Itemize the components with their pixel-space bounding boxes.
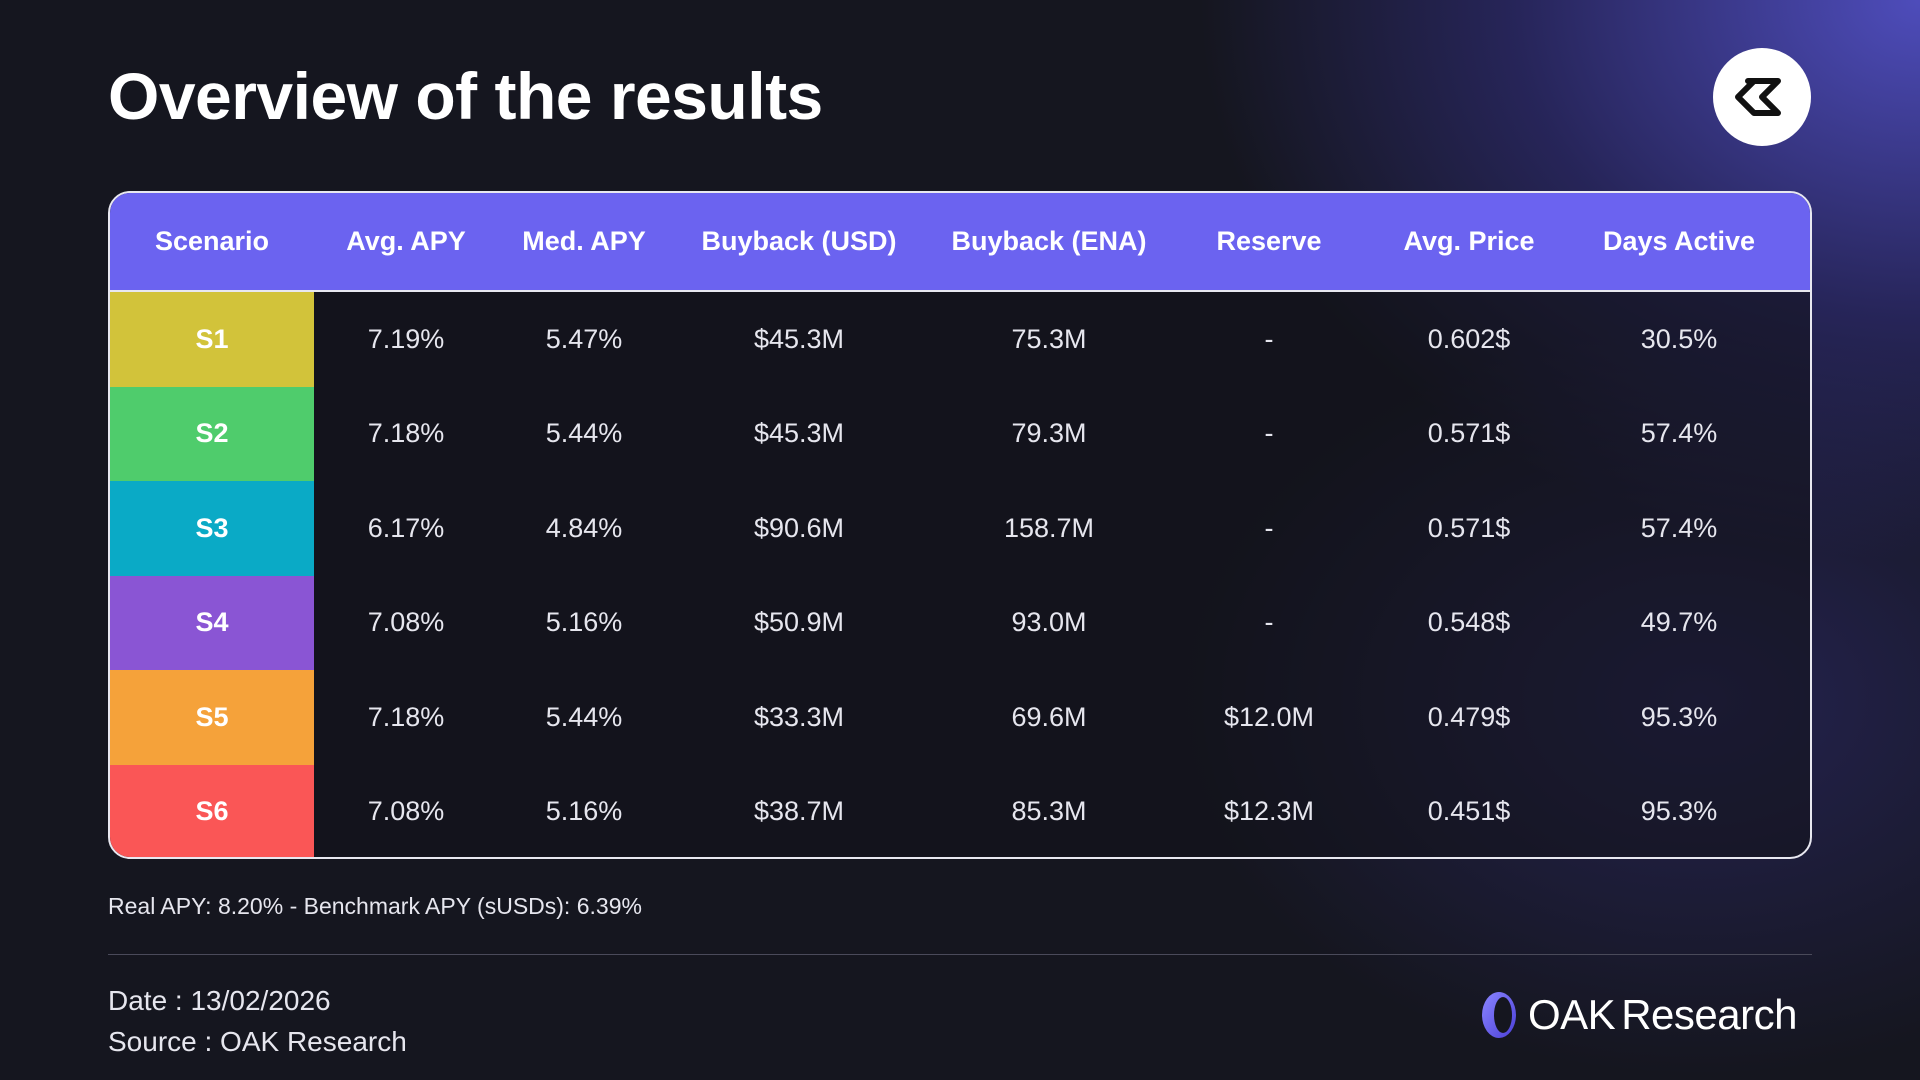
- sigma-diamond-icon: [1713, 48, 1811, 146]
- header-buyback-usd: Buyback (USD): [701, 226, 897, 256]
- page-title: Overview of the results: [108, 59, 823, 133]
- days-active-cell: 57.4%: [1640, 512, 1718, 543]
- date-label: Date : 13/02/2026: [108, 985, 331, 1016]
- brand-logo: OAK Research: [1476, 988, 1797, 1042]
- days-active-cell: 95.3%: [1640, 701, 1718, 732]
- days-active-cell: 57.4%: [1640, 418, 1718, 449]
- avg-price-cell: 0.571$: [1427, 418, 1511, 449]
- buyback-usd-cell: $90.6M: [753, 512, 845, 543]
- avg-apy-cell: 7.18%: [367, 418, 445, 449]
- avg-price-cell: 0.479$: [1427, 701, 1511, 732]
- table-row: S2 7.18% 5.44% $45.3M 79.3M - 0.571$ 57.4%: [110, 386, 1810, 481]
- med-apy-cell: 4.84%: [545, 512, 623, 543]
- med-apy-cell: 5.47%: [545, 323, 623, 354]
- reserve-cell: $12.0M: [1223, 701, 1315, 732]
- buyback-usd-cell: $45.3M: [753, 418, 845, 449]
- buyback-usd-cell: $50.9M: [753, 607, 845, 638]
- buyback-usd-cell: $45.3M: [753, 323, 845, 354]
- avg-apy-cell: 7.08%: [367, 796, 445, 827]
- buyback-usd-cell: $33.3M: [753, 701, 845, 732]
- reserve-cell: -: [1264, 323, 1274, 354]
- scenario-cell: S5: [110, 670, 314, 765]
- buyback-ena-cell: 158.7M: [1003, 512, 1095, 543]
- table-body: S1 7.19% 5.47% $45.3M 75.3M - 0.602$ 30.5% S2 7.1…: [110, 292, 1810, 857]
- buyback-ena-cell: 85.3M: [1011, 796, 1087, 827]
- buyback-ena-cell: 75.3M: [1011, 323, 1087, 354]
- med-apy-cell: 5.16%: [545, 607, 623, 638]
- scenario-cell: S3: [110, 481, 314, 576]
- scenario-cell: S6: [110, 764, 314, 857]
- med-apy-cell: 5.16%: [545, 796, 623, 827]
- oak-ring-icon: [1482, 992, 1516, 1038]
- med-apy-cell: 5.44%: [545, 701, 623, 732]
- apy-note: Real APY: 8.20% - Benchmark APY (sUSDs):…: [108, 893, 642, 919]
- days-active-cell: 49.7%: [1640, 607, 1718, 638]
- header-days-active: Days Active: [1602, 226, 1756, 256]
- header-med-apy: Med. APY: [522, 226, 646, 256]
- avg-apy-cell: 7.18%: [367, 701, 445, 732]
- avg-price-cell: 0.548$: [1427, 607, 1511, 638]
- buyback-ena-cell: 69.6M: [1011, 701, 1087, 732]
- avg-apy-cell: 6.17%: [367, 512, 445, 543]
- divider: [108, 954, 1812, 955]
- avg-price-cell: 0.571$: [1427, 512, 1511, 543]
- reserve-cell: -: [1264, 607, 1274, 638]
- table-row: S4 7.08% 5.16% $50.9M 93.0M - 0.548$ 49.7%: [110, 575, 1810, 670]
- scenario-cell: S1: [110, 292, 314, 387]
- days-active-cell: 95.3%: [1640, 796, 1718, 827]
- header-avg-apy: Avg. APY: [346, 226, 466, 256]
- table-row: S5 7.18% 5.44% $33.3M 69.6M $12.0M 0.479$ 95.3%: [110, 670, 1810, 765]
- avg-price-cell: 0.451$: [1427, 796, 1511, 827]
- header-buyback-ena: Buyback (ENA): [951, 226, 1147, 256]
- avg-apy-cell: 7.19%: [367, 323, 445, 354]
- avg-price-cell: 0.602$: [1427, 323, 1511, 354]
- table-row: S6 7.08% 5.16% $38.7M 85.3M $12.3M 0.451$ 95.3%: [110, 764, 1810, 857]
- buyback-ena-cell: 79.3M: [1011, 418, 1087, 449]
- reserve-cell: -: [1264, 418, 1274, 449]
- brand-name-research: Research: [1621, 991, 1797, 1038]
- header-scenario: Scenario: [154, 226, 270, 256]
- table-row: S1 7.19% 5.47% $45.3M 75.3M - 0.602$ 30.5%: [110, 292, 1810, 387]
- scenario-cell: S2: [110, 386, 314, 481]
- reserve-cell: $12.3M: [1223, 796, 1315, 827]
- reserve-cell: -: [1264, 512, 1274, 543]
- med-apy-cell: 5.44%: [545, 418, 623, 449]
- header-reserve: Reserve: [1216, 226, 1322, 256]
- days-active-cell: 30.5%: [1640, 323, 1718, 354]
- avg-apy-cell: 7.08%: [367, 607, 445, 638]
- brand-name-oak: OAK: [1528, 991, 1616, 1038]
- results-table: Scenario Avg. APY Med. APY Buyback (USD)…: [108, 191, 1812, 859]
- footer-info: Date : 13/02/2026 Source : OAK Research: [108, 980, 407, 1062]
- header-avg-price: Avg. Price: [1403, 226, 1535, 256]
- table-row: S3 6.17% 4.84% $90.6M 158.7M - 0.571$ 57.4%: [110, 481, 1810, 576]
- buyback-usd-cell: $38.7M: [753, 796, 845, 827]
- source-label: Source : OAK Research: [108, 1026, 407, 1057]
- scenario-cell: S4: [110, 575, 314, 670]
- table-header: Scenario Avg. APY Med. APY Buyback (USD)…: [110, 193, 1810, 292]
- buyback-ena-cell: 93.0M: [1011, 607, 1087, 638]
